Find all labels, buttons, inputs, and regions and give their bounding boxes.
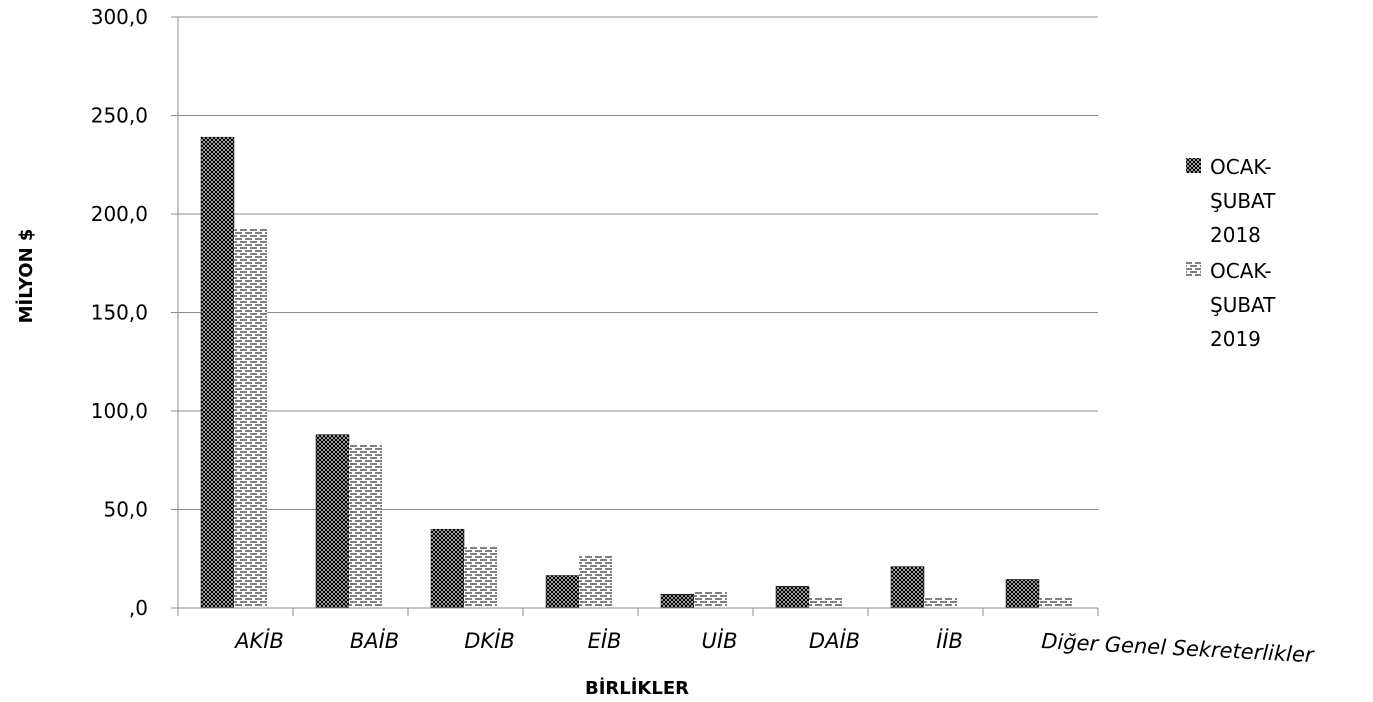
legend-label: OCAK-	[1210, 155, 1272, 179]
y-tick-label: 250,0	[91, 104, 148, 128]
bar-2019	[579, 555, 612, 608]
x-tick-label: AKİB	[233, 628, 284, 653]
legend-label: ŞUBAT	[1210, 293, 1276, 317]
x-axis-title: BİRLİKLER	[585, 677, 689, 699]
x-tick-label: DKİB	[464, 628, 515, 653]
legend-swatch-2018	[1186, 158, 1201, 173]
y-tick-label: 50,0	[103, 498, 148, 522]
bar-2019	[924, 597, 957, 608]
bar-2018	[545, 575, 580, 609]
bar-2019	[809, 598, 842, 608]
y-tick-label: ,0	[129, 596, 148, 620]
y-tick-label: 200,0	[91, 202, 148, 226]
legend-label: OCAK-	[1210, 259, 1272, 283]
bar-2018	[660, 593, 695, 609]
y-axis-title: MİLYON $	[15, 229, 37, 324]
x-tick-label: UİB	[702, 628, 738, 653]
bar-2019	[234, 227, 267, 609]
y-tick-label: 300,0	[91, 5, 148, 29]
bar-2018	[890, 566, 925, 609]
bar-2018	[775, 586, 810, 609]
bar-2019	[1039, 597, 1072, 608]
x-tick-label: BAİB	[350, 628, 399, 653]
tick-labels: ,0 50,0 100,0 150,0 200,0 250,0 300,0 AKİB BAİB D…	[91, 5, 1316, 667]
y-tick-label: 100,0	[91, 399, 148, 423]
legend: OCAK- ŞUBAT 2018 OCAK- ŞUBAT 2019	[1186, 155, 1276, 351]
x-tick-label: Diğer Genel Sekreterlikler	[1041, 629, 1316, 667]
axes	[171, 16, 1099, 616]
bar-2019	[694, 592, 727, 608]
legend-label: 2018	[1210, 223, 1261, 247]
bar-2019	[349, 444, 382, 608]
bars	[200, 136, 1072, 609]
y-tick-label: 150,0	[91, 301, 148, 325]
legend-label: 2019	[1210, 327, 1261, 351]
bar-2018	[1005, 579, 1040, 609]
legend-label: ŞUBAT	[1210, 189, 1276, 213]
x-tick-label: EİB	[588, 628, 622, 653]
bar-2018	[315, 434, 350, 609]
legend-swatch-2019	[1186, 262, 1201, 277]
bar-2018	[200, 136, 235, 609]
bar-2019	[464, 545, 497, 608]
x-tick-label: DAİB	[809, 628, 860, 653]
bar-2018	[430, 528, 465, 609]
x-tick-label: İİB	[936, 628, 963, 653]
